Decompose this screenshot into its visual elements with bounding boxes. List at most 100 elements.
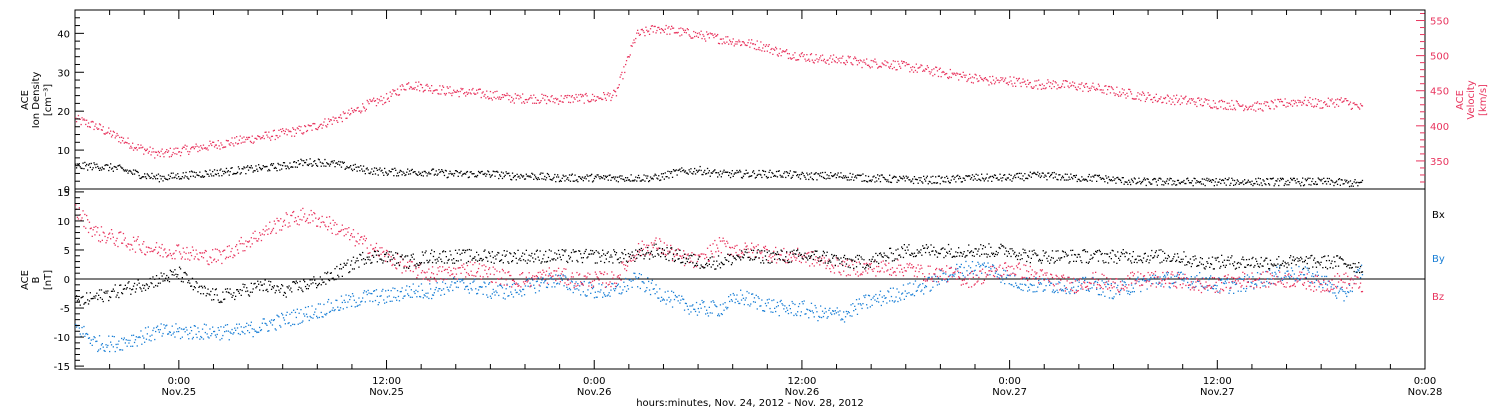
density-point <box>1245 182 1247 184</box>
by-point <box>560 277 562 279</box>
velocity-point <box>740 44 743 46</box>
bz-point <box>753 247 756 249</box>
velocity-point <box>1004 77 1007 79</box>
density-point <box>210 173 212 175</box>
density-point <box>1134 178 1136 180</box>
bz-point <box>662 252 664 254</box>
velocity-point <box>637 29 639 31</box>
by-point <box>108 335 110 337</box>
velocity-point <box>688 34 690 36</box>
velocity-point <box>215 144 217 146</box>
density-point <box>933 182 935 184</box>
velocity-point <box>815 54 817 56</box>
bz-point <box>745 246 747 248</box>
velocity-point <box>488 98 490 100</box>
by-point <box>514 289 516 291</box>
density-point <box>90 162 92 165</box>
density-point <box>431 169 433 171</box>
velocity-point <box>695 35 698 37</box>
bz-point <box>678 249 680 251</box>
by-point <box>270 322 272 324</box>
by-point <box>603 294 606 296</box>
velocity-point <box>717 42 720 44</box>
by-point <box>649 293 652 296</box>
bz-point <box>331 232 333 234</box>
velocity-point <box>796 59 798 61</box>
velocity-point <box>953 72 955 74</box>
by-point <box>294 311 297 314</box>
by-point <box>362 297 364 299</box>
velocity-point <box>661 29 664 31</box>
velocity-point <box>357 106 359 109</box>
by-point <box>869 306 871 308</box>
density-point <box>892 176 894 178</box>
velocity-point <box>1179 103 1181 106</box>
bz-point <box>614 282 616 284</box>
by-point <box>775 310 777 313</box>
by-point <box>905 295 907 297</box>
velocity-point <box>712 34 714 36</box>
density-point <box>869 179 871 181</box>
density-point <box>491 174 493 176</box>
bz-point <box>359 239 361 241</box>
by-point <box>509 286 511 288</box>
velocity-point <box>694 35 696 38</box>
by-point <box>410 289 412 291</box>
velocity-point <box>1281 101 1284 103</box>
by-point <box>699 303 701 305</box>
density-point <box>1012 177 1014 180</box>
velocity-point <box>531 97 533 99</box>
density-point <box>1217 181 1219 183</box>
velocity-point <box>936 70 939 72</box>
density-point <box>270 163 273 165</box>
density-point <box>1326 177 1329 180</box>
by-point <box>1023 278 1025 280</box>
by-point <box>781 303 783 305</box>
density-point <box>187 177 189 179</box>
bz-point <box>334 222 336 224</box>
by-point <box>442 281 444 283</box>
by-point <box>660 300 662 302</box>
velocity-point <box>1015 85 1017 87</box>
bz-point <box>541 273 543 275</box>
velocity-point <box>878 66 880 68</box>
density-point <box>1271 178 1273 180</box>
velocity-point <box>1164 96 1167 99</box>
density-point <box>917 182 919 184</box>
density-point <box>425 172 427 174</box>
bz-point <box>619 274 621 276</box>
by-point <box>370 292 372 295</box>
bz-point <box>637 250 639 252</box>
density-point <box>948 182 951 184</box>
by-point <box>657 297 659 299</box>
velocity-point <box>949 68 951 71</box>
velocity-point <box>87 122 90 124</box>
by-point <box>326 312 328 315</box>
density-point <box>723 169 725 171</box>
by-point <box>551 286 553 288</box>
velocity-point <box>1096 87 1098 90</box>
density-point <box>77 163 80 165</box>
density-point <box>132 169 135 171</box>
bz-point <box>293 221 296 223</box>
density-point <box>842 177 844 179</box>
by-point <box>1021 283 1023 285</box>
bz-point <box>383 250 385 253</box>
velocity-point <box>324 118 326 120</box>
velocity-point <box>460 87 462 90</box>
velocity-point <box>534 97 537 99</box>
density-point <box>514 175 516 177</box>
bz-point <box>317 218 320 220</box>
density-point <box>1360 181 1363 183</box>
density-point <box>1095 174 1097 176</box>
bz-point <box>694 254 697 256</box>
velocity-point <box>1083 85 1085 87</box>
by-point <box>1191 283 1193 285</box>
by-point <box>736 294 738 296</box>
density-point <box>114 166 116 168</box>
velocity-point <box>376 98 378 100</box>
density-point <box>80 167 82 169</box>
density-point <box>1154 178 1157 180</box>
density-point <box>1260 182 1262 184</box>
density-point <box>677 169 679 172</box>
